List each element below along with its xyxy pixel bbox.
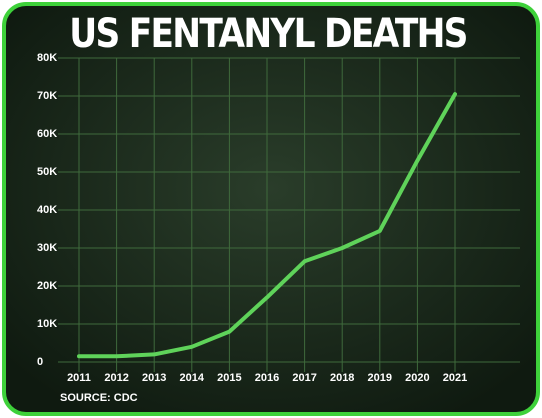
- source: SOURCE: CDC: [60, 392, 138, 404]
- x-tick-label: 2011: [67, 372, 91, 384]
- x-tick-label: 2012: [104, 372, 128, 384]
- x-tick-label: 2021: [443, 372, 467, 384]
- y-tick-label: 20K: [37, 280, 57, 292]
- chart-title: US FENTANYL DEATHS: [69, 10, 466, 57]
- line: [77, 92, 457, 359]
- y-tick-label: 50K: [37, 166, 57, 178]
- x-tick-label: 2019: [368, 372, 392, 384]
- x-tick-label: 2020: [405, 372, 429, 384]
- y-tick-label: 10K: [37, 318, 57, 330]
- x-tick-label: 2014: [180, 372, 205, 384]
- x-tick-label: 2018: [330, 372, 354, 384]
- x-tick-label: 2015: [217, 372, 241, 384]
- y-tick-label: 60K: [37, 128, 57, 140]
- x-tick-label: 2017: [292, 372, 316, 384]
- y-tick-label: 80K: [37, 52, 57, 64]
- x-tick-label: 2013: [142, 372, 166, 384]
- y-tick-label: 30K: [37, 242, 57, 254]
- x-tick-label: 2016: [255, 372, 279, 384]
- y-tick-label: 40K: [37, 204, 57, 216]
- y-tick-label: 70K: [37, 90, 57, 102]
- y-tick-label: 0: [37, 356, 43, 368]
